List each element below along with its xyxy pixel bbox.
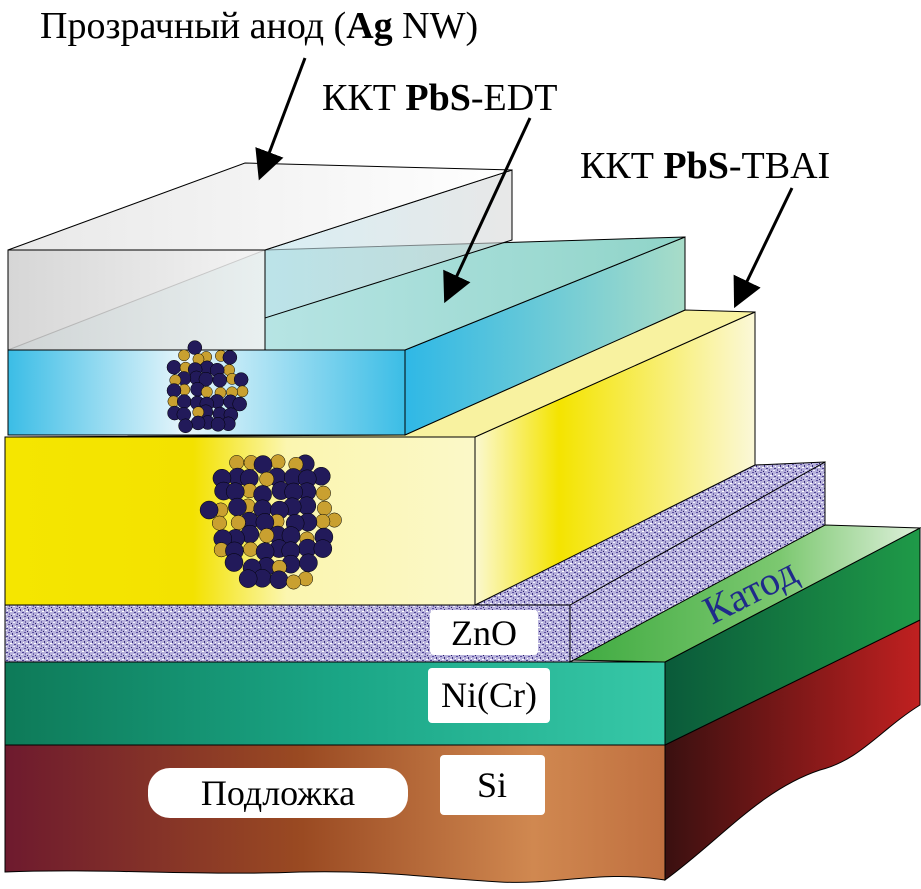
lead-atom <box>269 570 289 590</box>
sulfur-atom <box>200 386 213 398</box>
nicr-label: Ni(Cr) <box>441 675 537 715</box>
sulfur-atom <box>315 513 331 529</box>
lead-atom <box>222 350 238 365</box>
anode-label: Прозрачный анод (Ag NW) <box>40 5 478 47</box>
sulfur-atom <box>236 385 249 398</box>
sulfur-atom <box>270 454 286 470</box>
lead-atom <box>190 415 206 431</box>
sulfur-atom <box>243 541 259 557</box>
substrate-label-box <box>148 768 408 818</box>
lead-atom <box>210 417 226 432</box>
lead-atom <box>166 383 182 398</box>
tbai-arrow <box>733 187 794 309</box>
lead-atom <box>313 539 333 558</box>
nicr-label-box <box>428 668 550 723</box>
lead-atom <box>299 553 318 573</box>
sulfur-atom <box>211 515 227 531</box>
lead-atom <box>212 372 228 388</box>
lead-atom <box>232 396 247 412</box>
anode-layer <box>7 162 513 351</box>
sulfur-atom <box>229 455 245 470</box>
substrate-label: Подложка <box>201 773 355 813</box>
zno-layer <box>4 461 826 663</box>
lead-atom <box>187 340 203 355</box>
edt-label: ККТ PbS-EDT <box>322 77 557 119</box>
lead-atom <box>176 394 192 409</box>
tbai-label: ККТ PbS-TBAI <box>580 145 830 187</box>
nanoparticle-large <box>199 454 342 590</box>
lead-atom <box>166 360 182 375</box>
sulfur-atom <box>316 485 331 501</box>
sulfur-atom <box>230 515 246 531</box>
sulfur-atom <box>286 574 302 590</box>
lead-atom <box>226 482 245 501</box>
lead-atom <box>233 372 249 387</box>
nanoparticle-small <box>166 340 249 434</box>
lead-atom <box>253 455 273 474</box>
si-label: Si <box>477 765 507 805</box>
anode-arrow <box>255 57 307 181</box>
lead-atom <box>199 500 219 520</box>
edt-arrow <box>443 117 532 304</box>
si-label-box <box>440 755 545 815</box>
sulfur-atom <box>317 500 332 516</box>
zno-label-box <box>430 610 538 655</box>
lead-atom <box>224 553 244 572</box>
sulfur-atom <box>178 349 190 362</box>
zno-label: ZnO <box>451 613 517 653</box>
lead-atom <box>178 418 193 434</box>
sulfur-atom <box>259 471 275 487</box>
lead-atom <box>238 569 258 588</box>
lead-atom <box>228 497 247 517</box>
sulfur-atom <box>259 528 275 544</box>
